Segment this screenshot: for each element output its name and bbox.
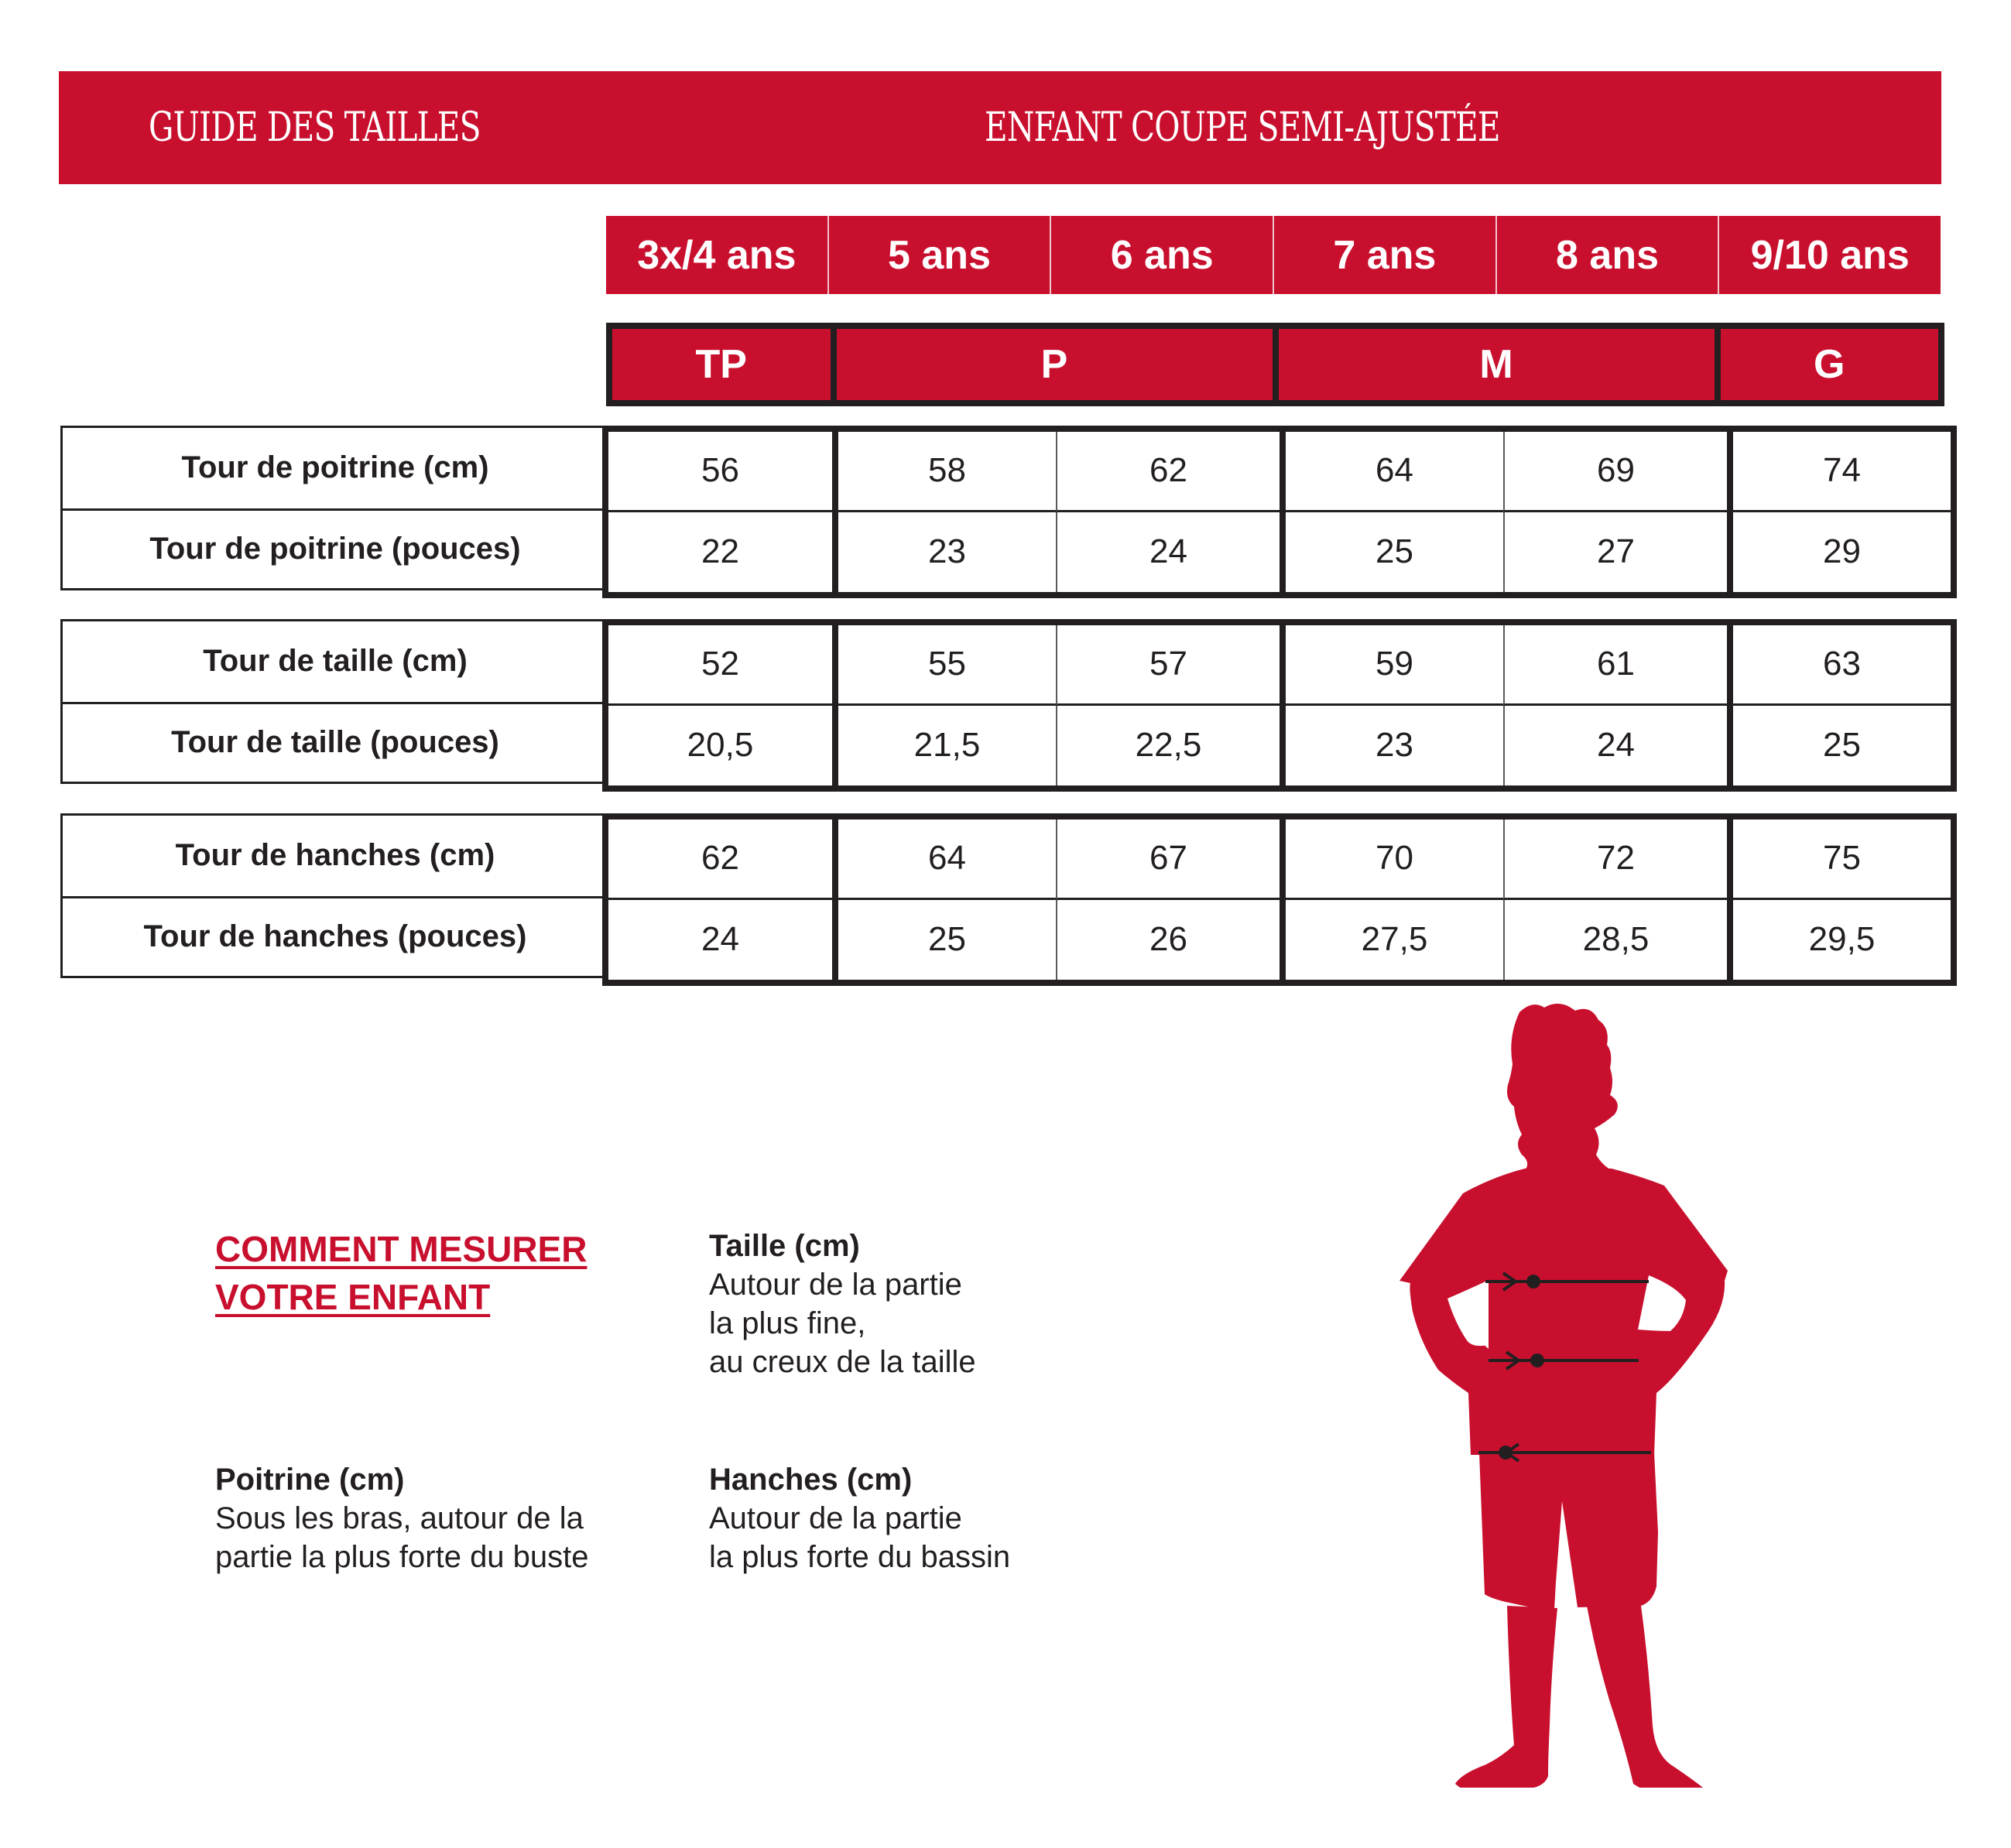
table-cell: 25 [1727, 705, 1951, 785]
table-cell: 64 [832, 820, 1056, 900]
table-cell: 59 [1280, 625, 1503, 706]
waist-arrow-icon [1505, 1350, 1522, 1371]
table-cell: 62 [608, 820, 832, 900]
table-cell: 75 [1727, 820, 1951, 900]
size-header-cell: TP [612, 329, 831, 400]
table-cell: 29,5 [1727, 899, 1951, 980]
child-silhouette-icon [1399, 1003, 1728, 1788]
table-cell: 28,5 [1503, 899, 1727, 980]
chest-arrow-icon [1502, 1271, 1519, 1292]
age-header-cell: 8 ans [1495, 216, 1718, 294]
age-header-row: 3x/4 ans 5 ans 6 ans 7 ans 8 ans 9/10 an… [606, 216, 1941, 294]
age-header-cell: 6 ans [1050, 216, 1273, 294]
chest-dot [1526, 1275, 1540, 1288]
waist-table: Tour de taille (cm) Tour de taille (pouc… [60, 619, 1957, 792]
arm-gaps [1447, 1275, 1686, 1347]
row-labels: Tour de hanches (cm) Tour de hanches (po… [60, 813, 608, 978]
waist-text-line: au creux de la taille [709, 1345, 976, 1379]
table-cell: 62 [1056, 432, 1280, 512]
table-cell: 55 [832, 625, 1056, 706]
table-cell: 72 [1503, 820, 1727, 900]
how-to-measure-title-line2: VOTRE ENFANT [215, 1277, 491, 1317]
row-label: Tour de taille (pouces) [63, 701, 608, 782]
table-cell: 52 [608, 625, 832, 706]
hips-text-line: Autour de la partie [709, 1501, 962, 1535]
table-cell: 27,5 [1280, 899, 1503, 980]
table-cell: 21,5 [832, 705, 1056, 785]
how-to-measure-title: COMMENT MESURER VOTRE ENFANT [215, 1225, 587, 1321]
row-labels: Tour de poitrine (cm) Tour de poitrine (… [60, 426, 608, 590]
waist-dot [1530, 1353, 1544, 1367]
table-cell: 57 [1056, 625, 1280, 706]
table-cell: 61 [1503, 625, 1727, 706]
chest-instructions: Poitrine (cm) Sous les bras, autour de l… [215, 1460, 589, 1576]
table-cell: 69 [1503, 432, 1727, 512]
table-cell: 22 [701, 532, 739, 571]
table-cell: 23 [832, 512, 1056, 592]
guide-title: GUIDE DES TAILLES [149, 104, 481, 151]
chest-heading: Poitrine (cm) [215, 1463, 405, 1497]
table-cell: 24 [701, 920, 739, 959]
chest-text-line: Sous les bras, autour de la [215, 1501, 584, 1535]
table-cell: 29 [1727, 512, 1951, 592]
hips-heading: Hanches (cm) [709, 1463, 913, 1497]
waist-heading: Taille (cm) [709, 1229, 860, 1263]
table-cell: 64 [1280, 432, 1503, 512]
waist-instructions: Taille (cm) Autour de la partie la plus … [709, 1227, 976, 1381]
how-to-measure-title-line1: COMMENT MESURER [215, 1229, 588, 1269]
row-label: Tour de hanches (pouces) [63, 895, 608, 977]
table-cell: 27 [1503, 512, 1727, 592]
size-header-cell: P [836, 329, 1273, 400]
table-cell: 67 [1056, 820, 1280, 900]
chest-table: Tour de poitrine (cm) Tour de poitrine (… [60, 426, 1957, 598]
data-grid: 56 58 62 64 69 74 22 23 24 25 27 29 [602, 426, 1957, 598]
age-header-cell: 3x/4 ans [606, 216, 827, 294]
waist-text-line: Autour de la partie [709, 1268, 962, 1302]
row-label: Tour de taille (cm) [203, 644, 468, 679]
row-label: Tour de hanches (cm) [175, 838, 495, 873]
row-label: Tour de poitrine (cm) [181, 450, 489, 485]
table-cell: 22,5 [1056, 705, 1280, 785]
table-cell: 25 [832, 899, 1056, 980]
age-header-cell: 9/10 ans [1718, 216, 1941, 294]
size-header-cell: G [1720, 329, 1938, 400]
hips-instructions: Hanches (cm) Autour de la partie la plus… [709, 1460, 1010, 1576]
fit-title: ENFANT COUPE SEMI-AJUSTÉE [985, 104, 1500, 151]
table-cell: 24 [1056, 512, 1280, 592]
hips-table: Tour de hanches (cm) Tour de hanches (po… [60, 813, 1957, 986]
table-cell: 24 [1503, 705, 1727, 785]
header-banner: GUIDE DES TAILLES ENFANT COUPE SEMI-AJUS… [59, 71, 1941, 184]
table-cell: 20,5 [687, 726, 754, 765]
waist-text-line: la plus fine, [709, 1306, 866, 1340]
data-grid: 62 64 67 70 72 75 24 25 26 27,5 28,5 29,… [602, 813, 1957, 986]
size-header-row: TP P M G [606, 323, 1944, 406]
table-cell: 26 [1056, 899, 1280, 980]
row-label: Tour de poitrine (pouces) [63, 508, 608, 589]
table-cell: 58 [832, 432, 1056, 512]
table-cell: 25 [1280, 512, 1503, 592]
size-header-cell: M [1278, 329, 1715, 400]
table-cell: 74 [1727, 432, 1951, 512]
measurement-lines [1478, 1271, 1651, 1463]
table-cell: 63 [1727, 625, 1951, 706]
hips-text-line: la plus forte du bassin [709, 1540, 1011, 1574]
hips-dot [1499, 1446, 1513, 1460]
age-header-cell: 5 ans [827, 216, 1050, 294]
table-cell: 56 [608, 432, 832, 512]
age-header-cell: 7 ans [1273, 216, 1495, 294]
data-grid: 52 55 57 59 61 63 20,5 21,5 22,5 23 24 2… [602, 619, 1957, 792]
table-cell: 70 [1280, 820, 1503, 900]
row-labels: Tour de taille (cm) Tour de taille (pouc… [60, 619, 608, 784]
table-cell: 23 [1280, 705, 1503, 785]
silhouette-body [1399, 1003, 1728, 1788]
chest-text-line: partie la plus forte du buste [215, 1540, 589, 1574]
